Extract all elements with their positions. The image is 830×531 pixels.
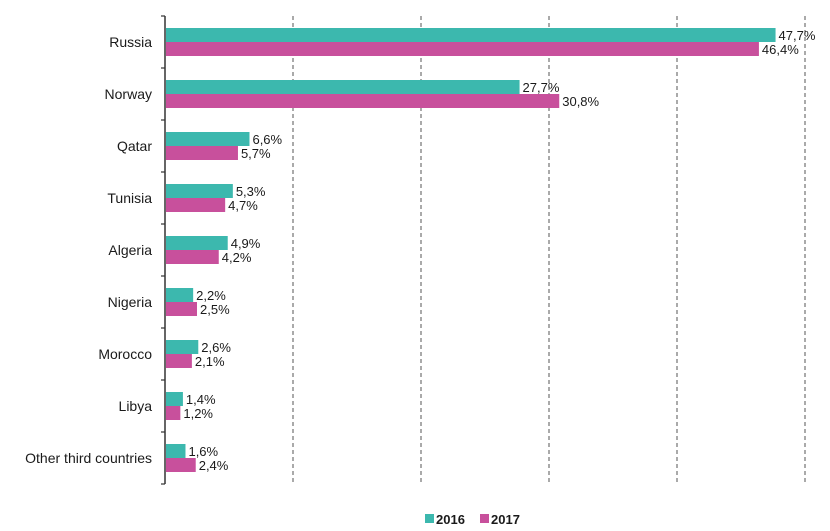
data-label-2017: 2,4%	[199, 458, 229, 473]
data-label-2017: 4,7%	[228, 198, 258, 213]
data-label-2016: 2,2%	[196, 288, 226, 303]
legend-label-2017: 2017	[491, 512, 520, 527]
bar-2016	[166, 392, 183, 406]
bar-2016	[166, 80, 520, 94]
category-labels: Russia Norway Qatar Tunisia Algeria Nigeria Mo…	[25, 34, 152, 466]
data-label-2017: 46,4%	[762, 42, 799, 57]
data-label-2016: 47,7%	[779, 28, 816, 43]
category-label: Libya	[119, 398, 153, 414]
legend: 2016 2017	[425, 512, 520, 527]
bar-2016	[166, 288, 194, 302]
legend-label-2016: 2016	[436, 512, 465, 527]
data-label-2017: 30,8%	[562, 94, 599, 109]
bar-2017	[166, 198, 226, 212]
category-label: Tunisia	[107, 190, 152, 206]
bar-2016	[166, 444, 186, 458]
data-label-2016: 1,4%	[186, 392, 216, 407]
data-label-2017: 5,7%	[241, 146, 271, 161]
category-label: Nigeria	[108, 294, 153, 310]
data-label-2017: 2,5%	[200, 302, 230, 317]
bar-2017	[166, 94, 560, 108]
data-label-2016: 2,6%	[201, 340, 231, 355]
bar-2017	[166, 250, 219, 264]
legend-swatch-2017	[480, 514, 489, 523]
data-label-2016: 1,6%	[188, 444, 218, 459]
data-labels: 47,7%46,4% 27,7%30,8% 6,6%5,7% 5,3%4,7% 4,9%…	[183, 28, 816, 473]
category-label: Other third countries	[25, 450, 152, 466]
bar-2016	[166, 132, 250, 146]
category-label: Norway	[105, 86, 152, 102]
category-label: Qatar	[117, 138, 152, 154]
data-label-2016: 27,7%	[523, 80, 560, 95]
bar-2017	[166, 302, 197, 316]
bar-2017	[166, 406, 181, 420]
data-label-2016: 6,6%	[252, 132, 282, 147]
bar-2017	[166, 354, 192, 368]
bars	[166, 28, 776, 472]
data-label-2016: 5,3%	[236, 184, 266, 199]
y-axis-ticks	[161, 15, 165, 485]
category-label: Russia	[109, 34, 152, 50]
data-label-2017: 4,2%	[222, 250, 252, 265]
bar-2017	[166, 458, 196, 472]
bar-2017	[166, 146, 238, 160]
data-label-2016: 4,9%	[231, 236, 261, 251]
bar-2016	[166, 340, 199, 354]
data-label-2017: 1,2%	[183, 406, 213, 421]
bar-2016	[166, 236, 228, 250]
category-label: Algeria	[108, 242, 152, 258]
bar-2016	[166, 184, 233, 198]
bar-2017	[166, 42, 759, 56]
category-label: Morocco	[98, 346, 152, 362]
data-label-2017: 2,1%	[195, 354, 225, 369]
bar-2016	[166, 28, 776, 42]
legend-swatch-2016	[425, 514, 434, 523]
